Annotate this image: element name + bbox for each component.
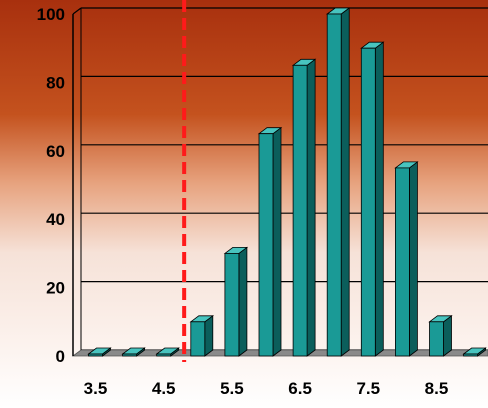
bar [223,246,249,357]
y-tick-labels: 0 20 40 60 80 100 [37,5,65,366]
y-axis-cap [72,7,82,15]
x-tick-label: 6.5 [288,379,312,398]
bar [155,347,180,357]
bar [257,126,283,357]
grid-lines [81,7,488,351]
y-tick-label: 0 [56,347,65,366]
y-tick-label: 100 [37,5,65,24]
x-tick-label: 7.5 [356,379,380,398]
bar [360,41,385,357]
y-tick-label: 20 [46,279,65,298]
bar [462,347,487,357]
bar [189,314,215,357]
bar [121,347,146,357]
bars [87,7,487,357]
bar [291,58,317,357]
x-tick-label: 8.5 [425,379,449,398]
x-tick-label: 5.5 [220,379,244,398]
bar [87,347,112,357]
x-tick-label: 3.5 [84,379,108,398]
y-tick-label: 80 [46,73,65,92]
y-tick-label: 60 [46,142,65,161]
y-tick-label: 40 [46,210,65,229]
x-tick-labels: 3.5 4.5 5.5 6.5 7.5 8.5 [84,379,449,398]
bar [326,7,351,357]
x-tick-label: 4.5 [152,379,176,398]
bar [394,161,419,357]
axes [72,7,82,356]
bar [428,314,453,357]
